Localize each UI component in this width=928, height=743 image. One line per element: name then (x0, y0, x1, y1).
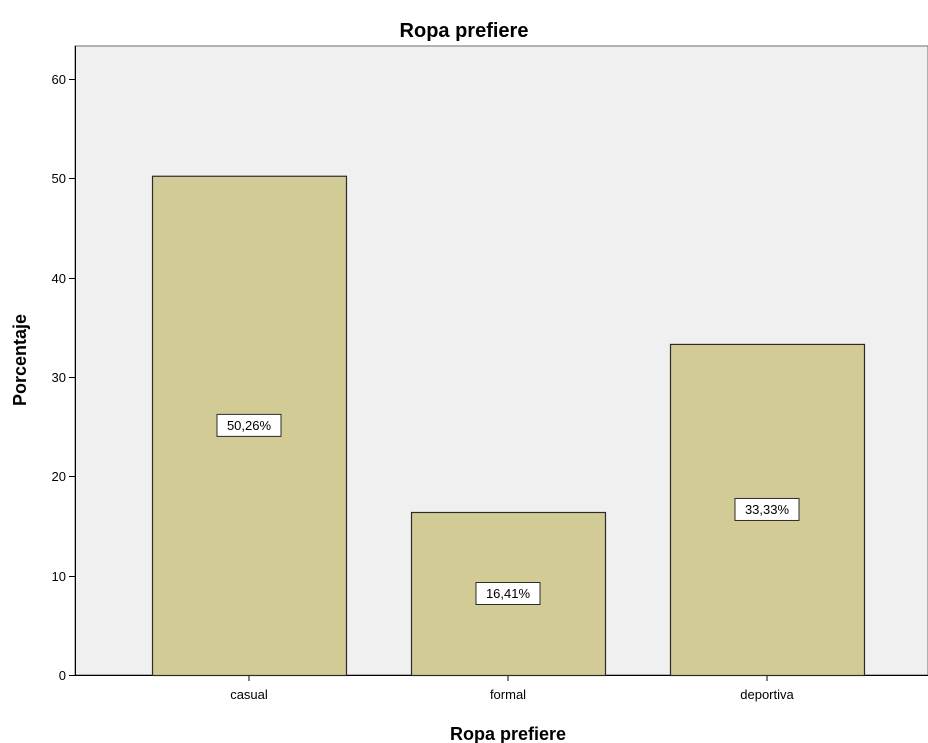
x-tick-label-casual: casual (230, 687, 268, 702)
y-tick-label: 10 (52, 569, 66, 584)
value-label-box (216, 413, 282, 437)
y-tick-label: 30 (52, 370, 66, 385)
value-label-deportiva: 33,33% (745, 502, 790, 517)
y-tick-label: 0 (59, 668, 66, 683)
y-tick-label: 20 (52, 469, 66, 484)
value-label-box (475, 581, 541, 605)
y-tick-label: 50 (52, 171, 66, 186)
x-tick-label-formal: formal (490, 687, 526, 702)
value-labels: 50,26% 16,41% 33,33% (216, 413, 800, 605)
value-label-formal: 16,41% (486, 586, 531, 601)
x-axis-title: Ropa prefiere (450, 724, 566, 743)
chart-title: Ropa prefiere (400, 20, 529, 42)
y-tick-label: 40 (52, 271, 66, 286)
y-tick-label: 60 (52, 72, 66, 87)
value-label-casual: 50,26% (227, 418, 272, 433)
x-tick-label-deportiva: deportiva (740, 687, 794, 702)
bars (151, 175, 866, 677)
y-axis-title: Porcentaje (10, 314, 30, 406)
value-label-box (734, 497, 800, 521)
